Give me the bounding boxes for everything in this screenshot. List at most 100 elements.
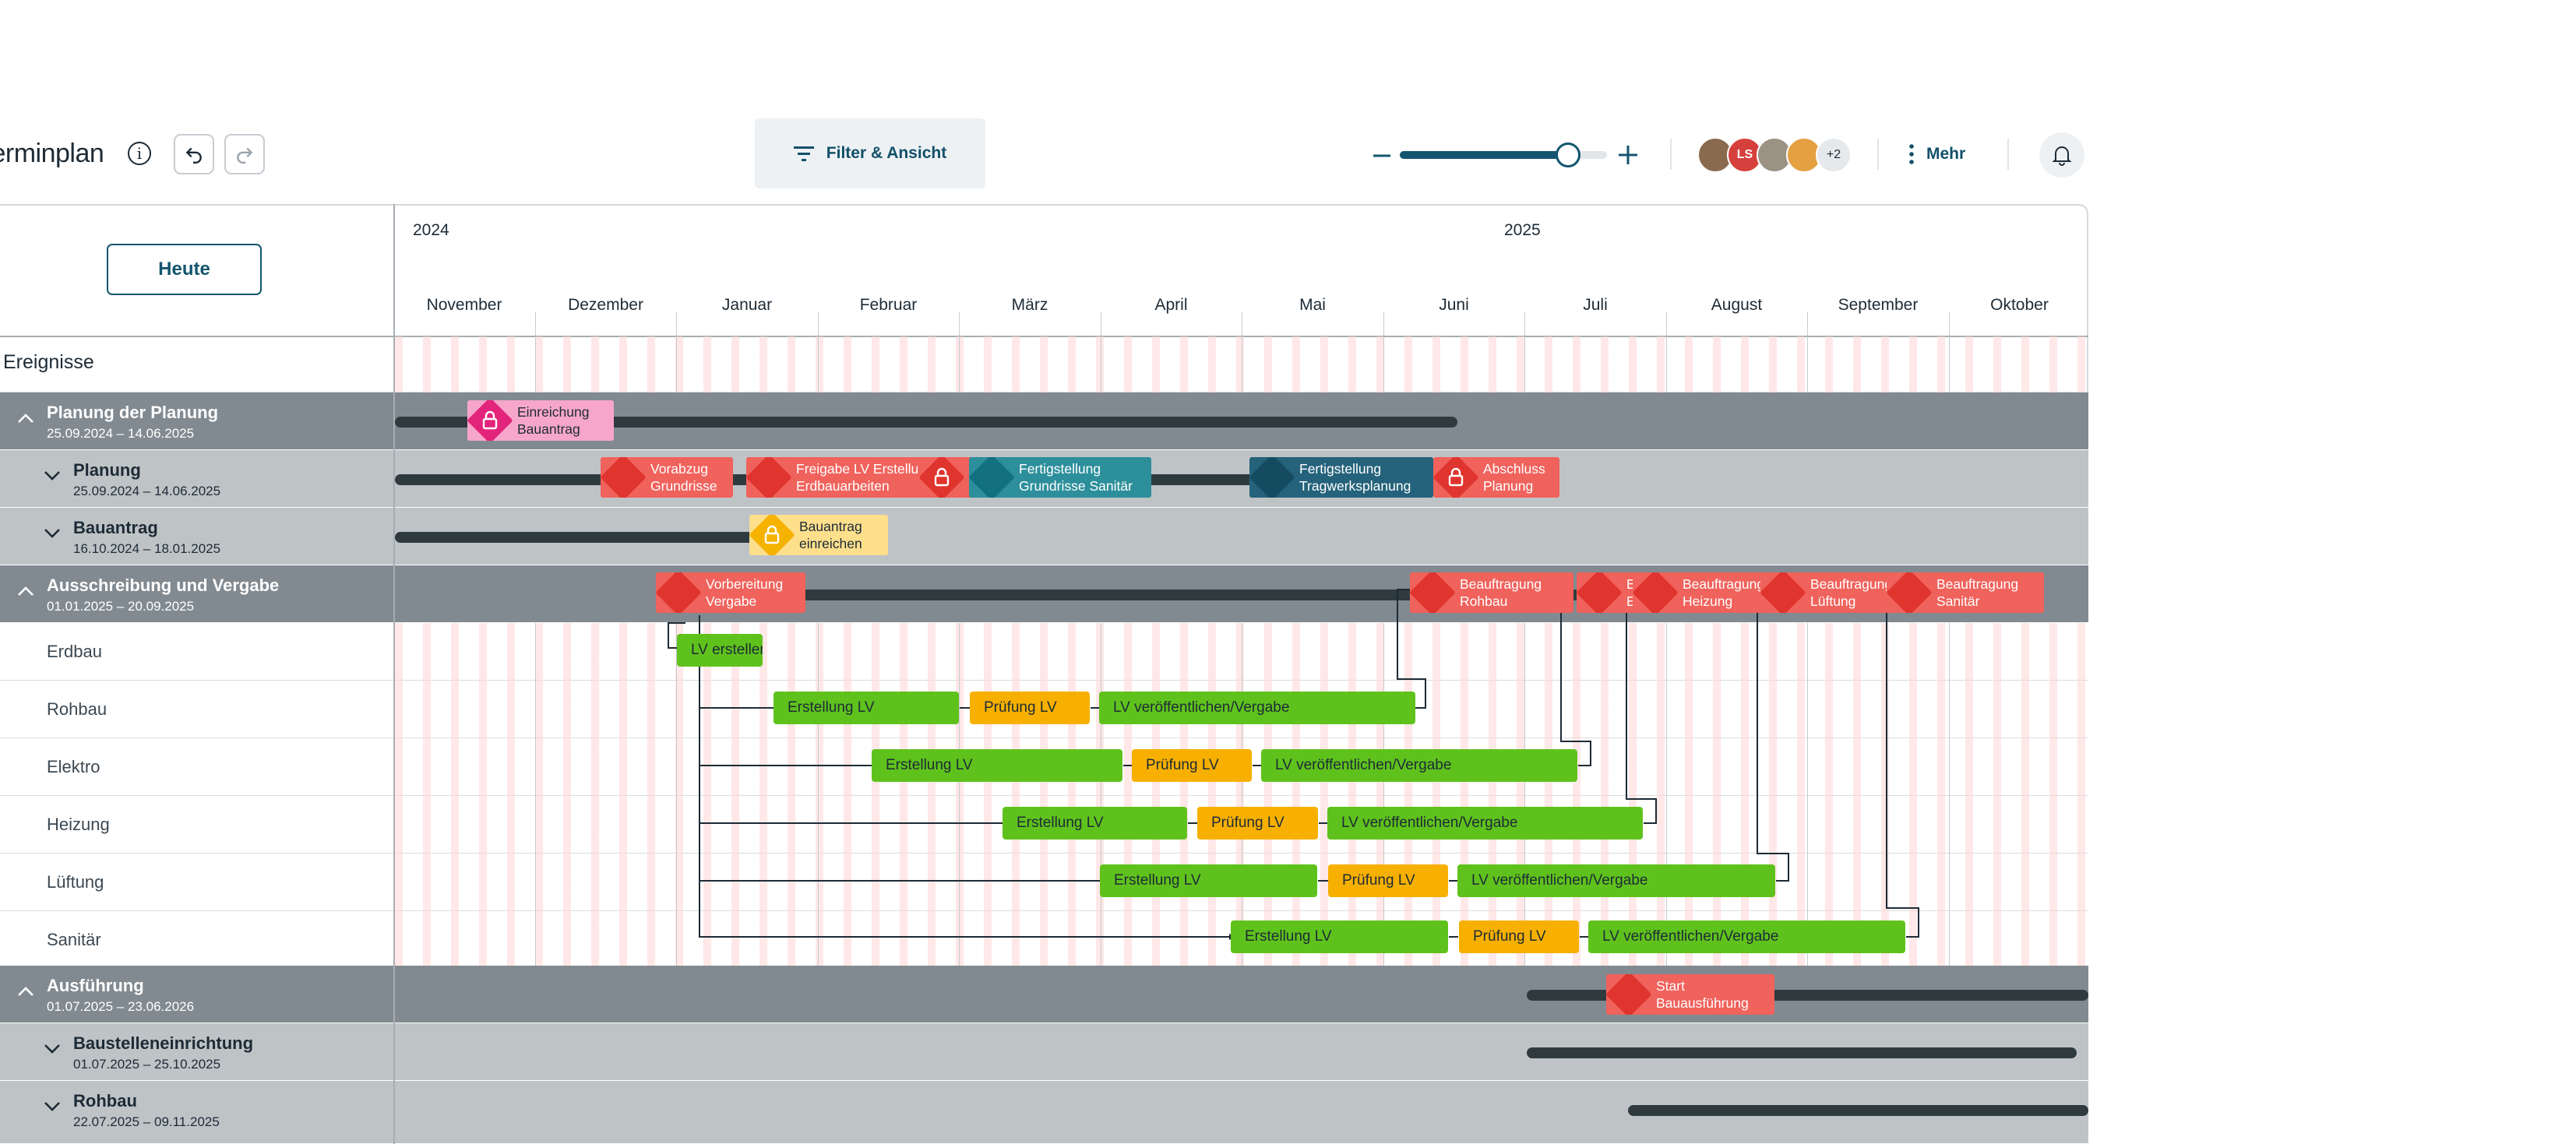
milestone-diamond [656,572,702,613]
chevron-up-icon[interactable] [17,586,34,597]
task-bar[interactable]: Erstellung LV [774,692,959,724]
milestone-label: Erdbauarbeiten [796,478,890,494]
row-dates: 25.09.2024 – 14.06.2025 [47,426,195,441]
milestone[interactable]: Fertigstellung Grundrisse Sanitär [969,457,1151,498]
row-title: Baustelleneinrichtung [73,1033,254,1053]
month-gridline [1524,623,1525,966]
month-gridline [959,336,960,392]
milestone-diamond [1887,572,1933,613]
month-label: April [1154,296,1188,314]
notifications-button[interactable] [2039,132,2084,178]
milestone[interactable]: Einreichung Bauantrag [467,400,614,441]
milestone-label: Rohbau [1460,593,1508,609]
milestone-label: Abschluss [1483,461,1545,477]
undo-button[interactable] [174,134,214,174]
row-title: Elektro [47,757,100,776]
row-dates: 16.10.2024 – 18.01.2025 [73,541,221,556]
task-bar[interactable]: Prüfung LV [1328,864,1448,897]
row-title: Rohbau [73,1091,137,1111]
task-bar[interactable]: Prüfung LV [1197,807,1318,840]
milestone[interactable]: Beauftragung Lüftung [1760,572,1907,613]
milestone[interactable]: Fertigstellung Tragwerksplanung [1249,457,1433,498]
filter-icon [793,146,814,161]
month-label: Juni [1439,296,1469,314]
milestone-label: Vergabe [706,593,757,609]
group-bar[interactable] [395,417,1457,428]
info-icon[interactable]: i [128,142,151,165]
month-label: Dezember [568,296,643,314]
lock-icon [764,525,780,544]
month-gridline [1665,336,1667,392]
bell-icon [2052,146,2072,166]
task-bar[interactable]: LV veröffentlichen/Vergabe [1457,864,1775,897]
milestone-diamond [1760,572,1806,613]
task-bar[interactable]: Erstellung LV [1231,920,1448,953]
group-bar[interactable] [395,532,777,543]
row-title: Lüftung [47,872,104,892]
row-dates: 25.09.2024 – 14.06.2025 [73,484,221,498]
zoom-in-icon[interactable] [1618,145,1638,165]
group-bar[interactable] [685,590,1630,600]
filter-view-button[interactable]: Filter & Ansicht [755,118,985,188]
zoom-slider-handle[interactable] [1556,143,1580,167]
chevron-up-icon[interactable] [17,986,34,997]
today-button[interactable]: Heute [107,244,262,295]
avatar[interactable] [1697,137,1733,173]
row-title: Ausführung [47,976,144,995]
milestone[interactable]: Start Bauausführung [1606,974,1774,1015]
milestone-label: Sanitär [1936,593,1980,609]
milestone[interactable]: Vorabzug Grundrisse [601,457,733,498]
milestone[interactable]: Beauftragung Heizung [1633,572,1779,613]
year-label: 2025 [1504,221,1541,239]
milestone-label: Fertigstellung [1299,461,1382,477]
milestone[interactable]: Beauftragung Sanitär [1887,572,2044,613]
task-bar[interactable]: LV erstellen [677,634,763,667]
month-divider [1948,312,1950,336]
task-bar[interactable]: Prüfung LV [970,692,1090,724]
zoom-out-icon[interactable] [1373,146,1391,165]
events-label: Ereignisse [3,351,94,373]
milestone-label: Beauftragung [1683,576,1765,592]
toolbar-separator [1670,139,1672,170]
redo-button[interactable] [224,134,265,174]
group-bar[interactable] [1628,1105,2088,1116]
milestone-diamond [601,457,647,498]
task-bar[interactable]: LV veröffentlichen/Vergabe [1099,692,1415,724]
task-bar[interactable]: LV veröffentlichen/Vergabe [1327,807,1643,840]
chevron-down-icon[interactable] [44,528,61,539]
task-bar[interactable]: Erstellung LV [1100,864,1317,897]
group-bar[interactable] [1527,1047,2077,1058]
chevron-down-icon[interactable] [44,1044,61,1054]
task-bar[interactable]: Erstellung LV [1003,807,1187,840]
month-gridline [817,623,819,966]
milestone-label: Planung [1483,478,1534,494]
task-bar[interactable]: LV veröffentlichen/Vergabe [1588,920,1905,953]
month-divider [1383,312,1384,336]
month-divider [1524,312,1525,336]
subgroup-row[interactable]: Bauantrag 16.10.2024 – 18.01.2025 [0,508,2088,565]
month-label: Februar [859,296,918,314]
chevron-down-icon[interactable] [44,470,61,481]
task-bar[interactable]: LV veröffentlichen/Vergabe [1261,749,1577,782]
task-bar[interactable]: Erstellung LV [872,749,1122,782]
page-title: Terminplan [0,139,104,168]
milestone-label: Einreichung [517,404,590,420]
chevron-down-icon[interactable] [44,1101,61,1112]
milestone-diamond [1577,572,1623,613]
milestone[interactable]: Abschluss Planung [1433,457,1559,498]
row-title: Heizung [47,815,110,834]
month-divider [534,312,536,336]
redo-icon [237,147,253,164]
milestone[interactable]: Beauftragung Rohbau [1410,572,1573,613]
task-bar[interactable]: Prüfung LV [1459,920,1579,953]
more-menu-button[interactable]: Mehr [1909,139,1965,170]
milestone[interactable]: Freigabe LV Erstellung Erdbauarbeiten [746,457,925,498]
month-gridline [1665,623,1667,966]
avatar-overflow-count[interactable]: +2 [1816,137,1852,173]
chevron-up-icon[interactable] [17,413,34,424]
month-gridline [1524,336,1525,392]
task-bar[interactable]: Prüfung LV [1132,749,1252,782]
milestone[interactable]: Bauantrag einreichen [749,515,888,555]
milestone[interactable]: Vorbereitung Vergabe [656,572,805,613]
toolbar-separator [1877,139,1879,170]
